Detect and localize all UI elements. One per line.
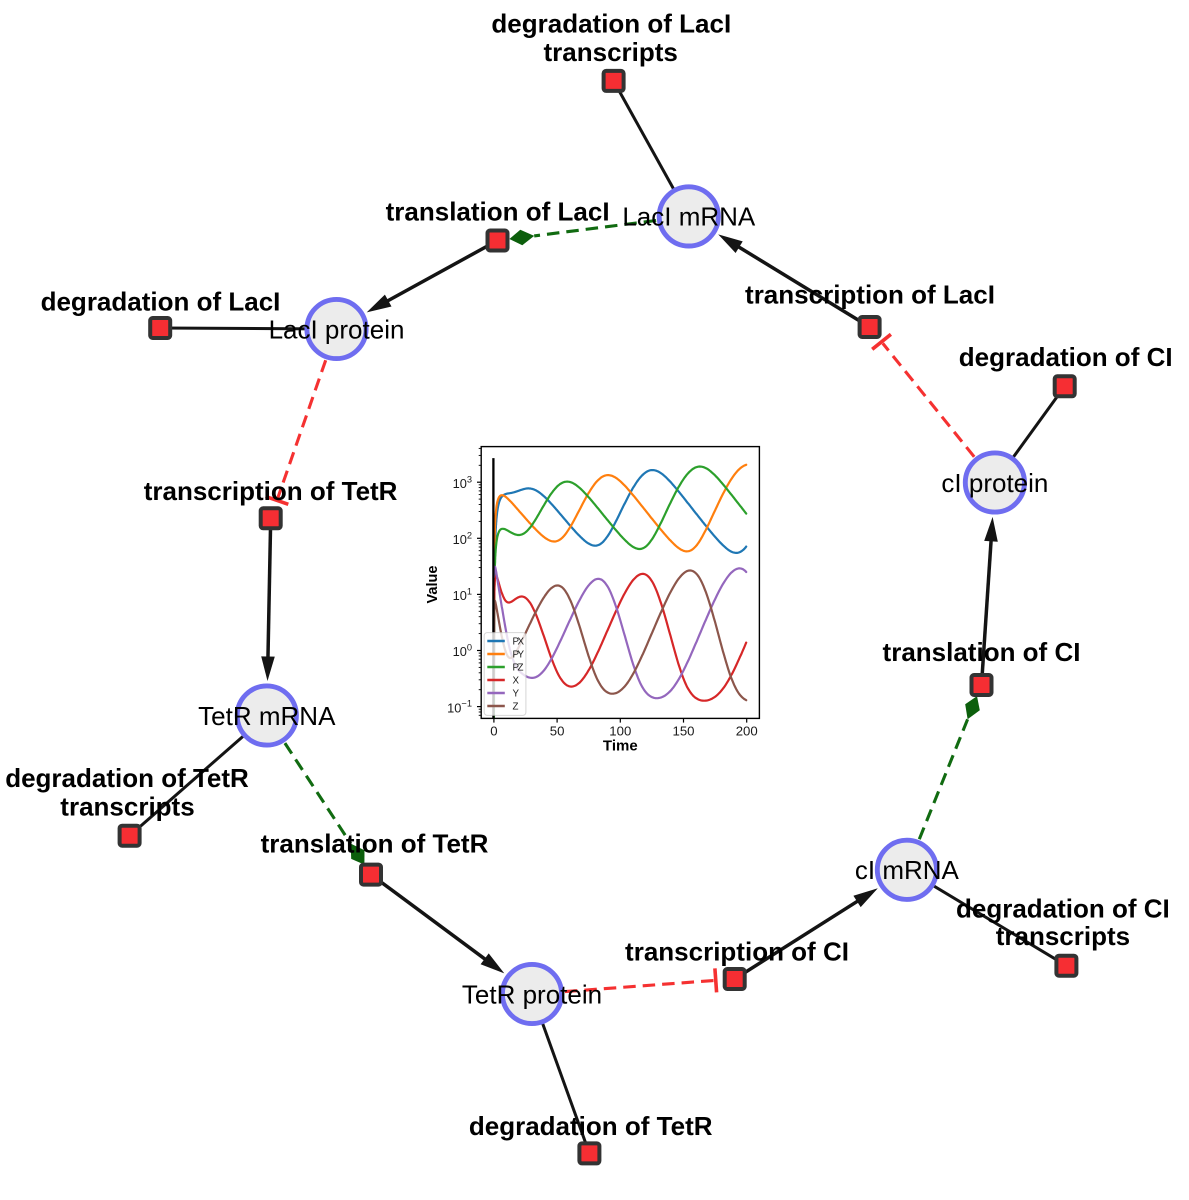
- svg-text:102: 102: [453, 530, 472, 547]
- svg-text:200: 200: [736, 724, 758, 739]
- svg-text:translation of CI: translation of CI: [883, 637, 1081, 667]
- svg-text:50: 50: [550, 724, 565, 739]
- svg-text:PY: PY: [513, 649, 525, 660]
- svg-text:transcripts: transcripts: [996, 921, 1130, 951]
- svg-text:100: 100: [609, 724, 631, 739]
- svg-text:TetR protein: TetR protein: [462, 979, 602, 1009]
- svg-text:translation of LacI: translation of LacI: [386, 196, 610, 226]
- svg-text:100: 100: [453, 643, 472, 660]
- svg-text:LacI mRNA: LacI mRNA: [622, 202, 756, 232]
- svg-text:transcription of TetR: transcription of TetR: [144, 476, 398, 506]
- svg-text:Value: Value: [425, 566, 441, 604]
- svg-text:degradation of TetR: degradation of TetR: [5, 763, 249, 793]
- svg-text:transcription of LacI: transcription of LacI: [745, 280, 995, 310]
- svg-text:degradation of CI: degradation of CI: [956, 894, 1170, 924]
- svg-text:degradation of LacI: degradation of LacI: [491, 8, 731, 38]
- svg-text:TetR mRNA: TetR mRNA: [198, 701, 336, 731]
- svg-text:transcription of CI: transcription of CI: [625, 937, 849, 967]
- svg-text:degradation of LacI: degradation of LacI: [41, 286, 281, 316]
- svg-text:PX: PX: [513, 636, 525, 647]
- svg-text:LacI protein: LacI protein: [269, 315, 405, 345]
- svg-text:101: 101: [453, 587, 472, 604]
- svg-text:Z: Z: [513, 701, 519, 712]
- svg-text:X: X: [513, 675, 520, 686]
- svg-text:0: 0: [490, 724, 497, 739]
- svg-text:PZ: PZ: [513, 662, 524, 673]
- svg-text:Time: Time: [603, 738, 638, 755]
- svg-text:translation of TetR: translation of TetR: [261, 828, 489, 858]
- svg-text:Y: Y: [513, 688, 520, 699]
- svg-text:degradation of CI: degradation of CI: [959, 342, 1173, 372]
- svg-text:transcripts: transcripts: [544, 37, 678, 67]
- svg-text:cI mRNA: cI mRNA: [855, 855, 960, 885]
- svg-text:10−1: 10−1: [447, 699, 472, 716]
- svg-text:transcripts: transcripts: [60, 791, 194, 821]
- svg-text:cI protein: cI protein: [941, 468, 1048, 498]
- svg-text:103: 103: [453, 474, 472, 491]
- svg-text:degradation of TetR: degradation of TetR: [469, 1111, 713, 1141]
- svg-text:150: 150: [672, 724, 694, 739]
